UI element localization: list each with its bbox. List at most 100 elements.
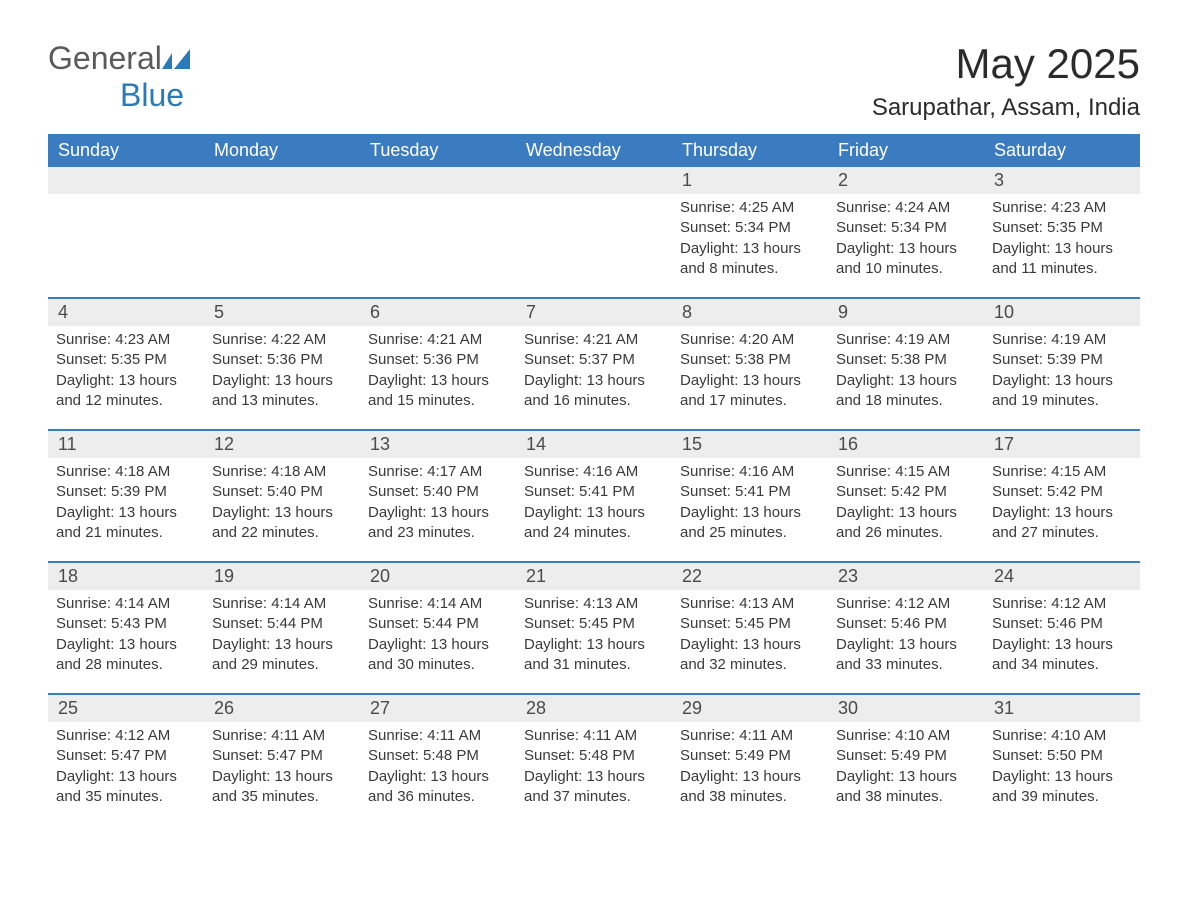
day-number: 15	[672, 431, 828, 458]
day-number: 4	[48, 299, 204, 326]
logo-text: General Blue	[48, 40, 190, 114]
day-number: 14	[516, 431, 672, 458]
day-data: Sunrise: 4:12 AMSunset: 5:46 PMDaylight:…	[828, 590, 984, 675]
day-data: Sunrise: 4:13 AMSunset: 5:45 PMDaylight:…	[516, 590, 672, 675]
calendar-cell: 15Sunrise: 4:16 AMSunset: 5:41 PMDayligh…	[672, 431, 828, 561]
calendar-cell: 23Sunrise: 4:12 AMSunset: 5:46 PMDayligh…	[828, 563, 984, 693]
calendar-cell: 1Sunrise: 4:25 AMSunset: 5:34 PMDaylight…	[672, 167, 828, 297]
day-number: 9	[828, 299, 984, 326]
day-number: 31	[984, 695, 1140, 722]
day-number: 25	[48, 695, 204, 722]
day-number	[204, 167, 360, 194]
calendar-cell	[48, 167, 204, 297]
calendar-cell: 12Sunrise: 4:18 AMSunset: 5:40 PMDayligh…	[204, 431, 360, 561]
month-title: May 2025	[872, 40, 1140, 88]
weekday-header: Wednesday	[516, 134, 672, 167]
day-data: Sunrise: 4:21 AMSunset: 5:37 PMDaylight:…	[516, 326, 672, 411]
calendar-cell: 31Sunrise: 4:10 AMSunset: 5:50 PMDayligh…	[984, 695, 1140, 825]
calendar-cell: 16Sunrise: 4:15 AMSunset: 5:42 PMDayligh…	[828, 431, 984, 561]
calendar-cell: 20Sunrise: 4:14 AMSunset: 5:44 PMDayligh…	[360, 563, 516, 693]
flag-icon	[162, 49, 190, 69]
day-number: 2	[828, 167, 984, 194]
day-data: Sunrise: 4:22 AMSunset: 5:36 PMDaylight:…	[204, 326, 360, 411]
calendar-cell: 11Sunrise: 4:18 AMSunset: 5:39 PMDayligh…	[48, 431, 204, 561]
calendar-cell	[360, 167, 516, 297]
calendar-cell: 26Sunrise: 4:11 AMSunset: 5:47 PMDayligh…	[204, 695, 360, 825]
day-data: Sunrise: 4:23 AMSunset: 5:35 PMDaylight:…	[48, 326, 204, 411]
day-number: 6	[360, 299, 516, 326]
calendar-cell: 6Sunrise: 4:21 AMSunset: 5:36 PMDaylight…	[360, 299, 516, 429]
day-data: Sunrise: 4:25 AMSunset: 5:34 PMDaylight:…	[672, 194, 828, 279]
day-data: Sunrise: 4:18 AMSunset: 5:40 PMDaylight:…	[204, 458, 360, 543]
day-data: Sunrise: 4:14 AMSunset: 5:43 PMDaylight:…	[48, 590, 204, 675]
day-data: Sunrise: 4:16 AMSunset: 5:41 PMDaylight:…	[672, 458, 828, 543]
weekday-header: Saturday	[984, 134, 1140, 167]
day-number: 13	[360, 431, 516, 458]
calendar-cell: 24Sunrise: 4:12 AMSunset: 5:46 PMDayligh…	[984, 563, 1140, 693]
day-number: 10	[984, 299, 1140, 326]
day-data: Sunrise: 4:12 AMSunset: 5:46 PMDaylight:…	[984, 590, 1140, 675]
day-number	[48, 167, 204, 194]
calendar-cell: 27Sunrise: 4:11 AMSunset: 5:48 PMDayligh…	[360, 695, 516, 825]
logo: General Blue	[48, 40, 190, 114]
location: Sarupathar, Assam, India	[872, 94, 1140, 122]
day-data: Sunrise: 4:14 AMSunset: 5:44 PMDaylight:…	[360, 590, 516, 675]
day-number: 21	[516, 563, 672, 590]
day-number: 18	[48, 563, 204, 590]
day-number: 28	[516, 695, 672, 722]
day-number: 24	[984, 563, 1140, 590]
day-number: 5	[204, 299, 360, 326]
day-data: Sunrise: 4:10 AMSunset: 5:49 PMDaylight:…	[828, 722, 984, 807]
calendar-week: 25Sunrise: 4:12 AMSunset: 5:47 PMDayligh…	[48, 693, 1140, 825]
day-number: 1	[672, 167, 828, 194]
calendar-cell: 5Sunrise: 4:22 AMSunset: 5:36 PMDaylight…	[204, 299, 360, 429]
calendar: SundayMondayTuesdayWednesdayThursdayFrid…	[48, 134, 1140, 825]
day-data: Sunrise: 4:19 AMSunset: 5:38 PMDaylight:…	[828, 326, 984, 411]
day-data: Sunrise: 4:10 AMSunset: 5:50 PMDaylight:…	[984, 722, 1140, 807]
day-data: Sunrise: 4:11 AMSunset: 5:48 PMDaylight:…	[516, 722, 672, 807]
calendar-cell: 30Sunrise: 4:10 AMSunset: 5:49 PMDayligh…	[828, 695, 984, 825]
weekday-header: Monday	[204, 134, 360, 167]
calendar-cell: 25Sunrise: 4:12 AMSunset: 5:47 PMDayligh…	[48, 695, 204, 825]
calendar-week: 1Sunrise: 4:25 AMSunset: 5:34 PMDaylight…	[48, 167, 1140, 297]
day-data: Sunrise: 4:11 AMSunset: 5:48 PMDaylight:…	[360, 722, 516, 807]
day-data: Sunrise: 4:24 AMSunset: 5:34 PMDaylight:…	[828, 194, 984, 279]
calendar-cell	[516, 167, 672, 297]
day-number: 16	[828, 431, 984, 458]
calendar-cell: 10Sunrise: 4:19 AMSunset: 5:39 PMDayligh…	[984, 299, 1140, 429]
calendar-cell: 2Sunrise: 4:24 AMSunset: 5:34 PMDaylight…	[828, 167, 984, 297]
calendar-week: 11Sunrise: 4:18 AMSunset: 5:39 PMDayligh…	[48, 429, 1140, 561]
calendar-cell: 14Sunrise: 4:16 AMSunset: 5:41 PMDayligh…	[516, 431, 672, 561]
day-data: Sunrise: 4:11 AMSunset: 5:47 PMDaylight:…	[204, 722, 360, 807]
day-data: Sunrise: 4:20 AMSunset: 5:38 PMDaylight:…	[672, 326, 828, 411]
day-data: Sunrise: 4:14 AMSunset: 5:44 PMDaylight:…	[204, 590, 360, 675]
calendar-cell	[204, 167, 360, 297]
day-data: Sunrise: 4:16 AMSunset: 5:41 PMDaylight:…	[516, 458, 672, 543]
day-number: 19	[204, 563, 360, 590]
title-block: May 2025 Sarupathar, Assam, India	[872, 40, 1140, 122]
day-number: 17	[984, 431, 1140, 458]
calendar-body: 1Sunrise: 4:25 AMSunset: 5:34 PMDaylight…	[48, 167, 1140, 825]
day-number: 30	[828, 695, 984, 722]
day-number: 23	[828, 563, 984, 590]
weekday-header: Sunday	[48, 134, 204, 167]
day-number: 12	[204, 431, 360, 458]
day-number: 20	[360, 563, 516, 590]
calendar-cell: 8Sunrise: 4:20 AMSunset: 5:38 PMDaylight…	[672, 299, 828, 429]
calendar-cell: 21Sunrise: 4:13 AMSunset: 5:45 PMDayligh…	[516, 563, 672, 693]
calendar-cell: 28Sunrise: 4:11 AMSunset: 5:48 PMDayligh…	[516, 695, 672, 825]
day-data: Sunrise: 4:18 AMSunset: 5:39 PMDaylight:…	[48, 458, 204, 543]
day-data: Sunrise: 4:21 AMSunset: 5:36 PMDaylight:…	[360, 326, 516, 411]
day-data: Sunrise: 4:12 AMSunset: 5:47 PMDaylight:…	[48, 722, 204, 807]
day-number: 8	[672, 299, 828, 326]
logo-word1: General	[48, 40, 162, 76]
day-data: Sunrise: 4:13 AMSunset: 5:45 PMDaylight:…	[672, 590, 828, 675]
calendar-cell: 29Sunrise: 4:11 AMSunset: 5:49 PMDayligh…	[672, 695, 828, 825]
day-data: Sunrise: 4:23 AMSunset: 5:35 PMDaylight:…	[984, 194, 1140, 279]
day-number	[360, 167, 516, 194]
day-number: 7	[516, 299, 672, 326]
calendar-cell: 7Sunrise: 4:21 AMSunset: 5:37 PMDaylight…	[516, 299, 672, 429]
day-number: 29	[672, 695, 828, 722]
logo-word2: Blue	[120, 77, 184, 113]
day-data: Sunrise: 4:19 AMSunset: 5:39 PMDaylight:…	[984, 326, 1140, 411]
